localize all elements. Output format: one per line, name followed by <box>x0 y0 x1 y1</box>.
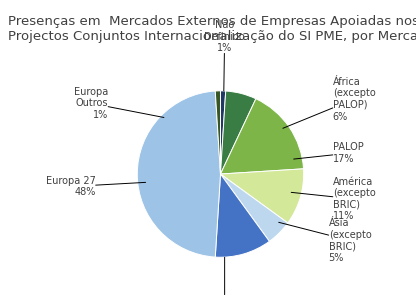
Wedge shape <box>220 174 288 241</box>
Text: Não
Definido
1%: Não Definido 1% <box>204 20 245 91</box>
Wedge shape <box>220 99 304 174</box>
Wedge shape <box>215 91 220 174</box>
Wedge shape <box>137 91 220 257</box>
Wedge shape <box>220 91 226 174</box>
Text: África
(excepto
PALOP)
6%: África (excepto PALOP) 6% <box>283 77 376 128</box>
Wedge shape <box>220 169 304 223</box>
Text: Europa 27
48%: Europa 27 48% <box>46 176 146 197</box>
Text: América
(excepto
BRIC)
11%: América (excepto BRIC) 11% <box>291 177 376 222</box>
Text: BRIC
11%: BRIC 11% <box>213 257 236 295</box>
Text: Presenças em  Mercados Externos de Empresas Apoiadas nos
Projectos Conjuntos Int: Presenças em Mercados Externos de Empres… <box>8 15 416 43</box>
Text: PALOP
17%: PALOP 17% <box>294 142 364 164</box>
Wedge shape <box>215 174 270 257</box>
Text: Ásia
(excepto
BRIC)
5%: Ásia (excepto BRIC) 5% <box>279 218 371 263</box>
Text: Europa
Outros
1%: Europa Outros 1% <box>74 87 164 120</box>
Wedge shape <box>220 91 256 174</box>
